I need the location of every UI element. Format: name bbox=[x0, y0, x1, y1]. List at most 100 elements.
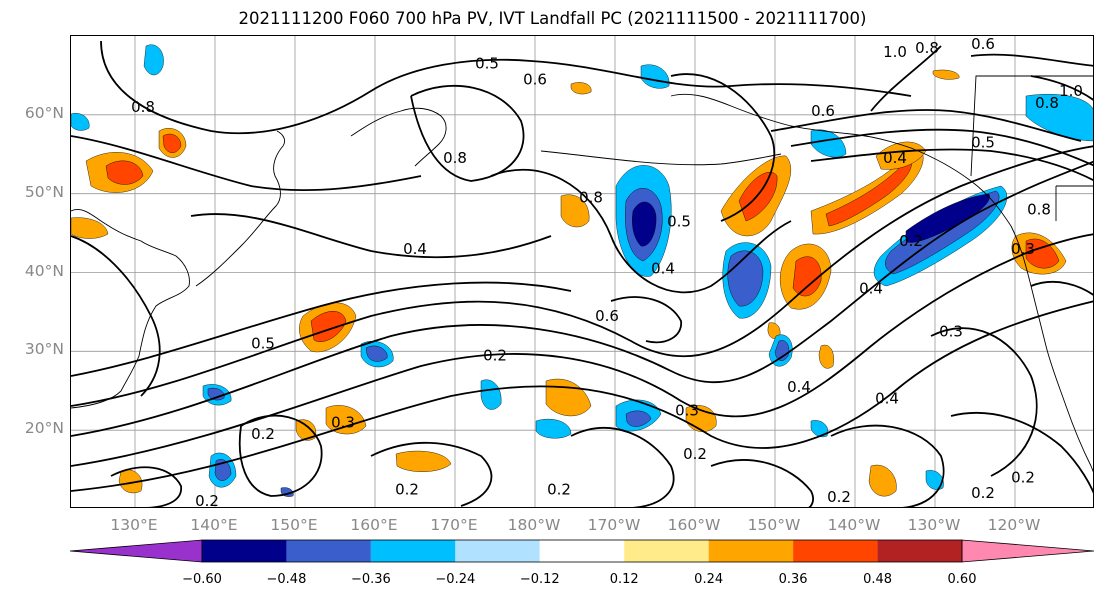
contour-label: 0.3 bbox=[939, 323, 963, 341]
positive-anomaly bbox=[295, 419, 317, 441]
pv-contour bbox=[71, 145, 1093, 407]
pv-contour bbox=[238, 414, 323, 497]
pv-contour bbox=[1030, 75, 1093, 101]
colorbar-bin bbox=[370, 540, 456, 562]
contour-label: 0.2 bbox=[1011, 468, 1035, 486]
latitude-label: 50°N bbox=[24, 182, 64, 201]
aleutian-coastline bbox=[540, 150, 782, 166]
contour-label: 0.2 bbox=[827, 488, 851, 506]
longitude-label: 160°E bbox=[350, 516, 398, 534]
contour-label: 0.8 bbox=[579, 189, 603, 207]
colorbar-bin bbox=[539, 540, 625, 562]
positive-anomaly bbox=[310, 311, 347, 342]
japan-coastline bbox=[195, 130, 286, 287]
colorbar-tick-label: −0.60 bbox=[182, 572, 222, 587]
colorbar-high-extend bbox=[961, 539, 1095, 563]
contour-label: 0.6 bbox=[523, 70, 547, 88]
contour-label: 0.4 bbox=[651, 260, 675, 278]
positive-anomaly bbox=[325, 405, 367, 435]
pv-contour bbox=[790, 128, 1093, 167]
positive-anomaly bbox=[868, 464, 897, 497]
longitude-label: 160°W bbox=[667, 516, 721, 534]
contour-label: 0.2 bbox=[483, 346, 507, 364]
pv-contour bbox=[71, 300, 1093, 492]
positive-anomaly bbox=[118, 469, 143, 494]
negative-anomaly bbox=[365, 345, 388, 362]
longitude-label: 140°E bbox=[190, 516, 238, 534]
colorbar-tick-label: 0.60 bbox=[947, 572, 977, 587]
latitude-label: 40°N bbox=[24, 261, 64, 280]
positive-anomaly bbox=[71, 217, 109, 239]
colorbar-tick-label: 0.24 bbox=[694, 572, 724, 587]
colorbar-tick-label: −0.12 bbox=[519, 572, 560, 587]
longitude-label: 130°W bbox=[907, 516, 961, 534]
pv-contour bbox=[950, 412, 1093, 494]
na-coastline bbox=[1010, 225, 1093, 473]
contour-label: 0.5 bbox=[667, 212, 691, 230]
contour-label: 0.2 bbox=[251, 425, 275, 443]
pv-contours bbox=[71, 40, 1093, 507]
pv-contour bbox=[410, 84, 525, 182]
contour-label: 0.5 bbox=[971, 133, 995, 151]
latitude-label: 20°N bbox=[24, 419, 64, 438]
negative-anomaly bbox=[480, 379, 502, 410]
colorbar-tick-label: 0.36 bbox=[778, 572, 808, 587]
colorbar-bin bbox=[877, 540, 962, 562]
colorbar-bin bbox=[708, 540, 794, 562]
negative-anomaly bbox=[71, 113, 90, 131]
colorbar-low-extend bbox=[69, 539, 203, 563]
pv-contour bbox=[190, 213, 552, 259]
contour-label: 0.2 bbox=[971, 484, 995, 502]
pv-contour bbox=[570, 427, 675, 507]
contour-label: 0.2 bbox=[195, 492, 219, 508]
pv-contour bbox=[1030, 281, 1093, 296]
contour-label: 0.4 bbox=[883, 149, 907, 167]
negative-anomaly bbox=[632, 201, 657, 247]
contour-label: 0.4 bbox=[859, 279, 883, 297]
negative-anomaly bbox=[143, 44, 164, 76]
negative-anomaly bbox=[810, 129, 847, 158]
longitude-label: 180°W bbox=[507, 516, 561, 534]
map-canvas: 0.5 0.6 0.8 0.8 0.8 0.4 0.5 0.4 0.6 0.5 0.2 0.3 0.2 0… bbox=[71, 36, 1093, 508]
contour-label: 0.8 bbox=[131, 98, 155, 116]
negative-anomaly bbox=[1025, 94, 1093, 142]
negative-anomaly bbox=[925, 470, 944, 490]
colorbar-tick-label: −0.36 bbox=[350, 572, 391, 587]
negative-anomaly bbox=[640, 64, 670, 89]
longitude-label: 120°W bbox=[987, 516, 1041, 534]
longitude-label: 170°W bbox=[587, 516, 641, 534]
positive-anomaly bbox=[162, 133, 182, 153]
contour-label: 0.4 bbox=[875, 390, 899, 408]
contour-label: 0.2 bbox=[683, 445, 707, 463]
contour-label: 0.5 bbox=[251, 334, 275, 352]
pv-contour bbox=[71, 135, 422, 192]
positive-anomaly bbox=[395, 450, 452, 472]
pv-contour bbox=[930, 327, 1038, 477]
positive-anomaly bbox=[570, 82, 592, 95]
contour-label: 0.8 bbox=[443, 149, 467, 167]
positive-anomaly bbox=[932, 69, 960, 80]
contour-label: 0.3 bbox=[675, 401, 699, 419]
pv-contour bbox=[490, 168, 792, 294]
pv-contour bbox=[870, 45, 942, 112]
colorbar-tick-label: 0.12 bbox=[609, 572, 639, 587]
positive-anomaly bbox=[818, 344, 834, 369]
contour-label: 0.6 bbox=[595, 307, 619, 325]
contour-label: 0.2 bbox=[547, 480, 571, 498]
pv-contour bbox=[670, 73, 776, 222]
pv-contour bbox=[810, 148, 1093, 182]
asia-coastline bbox=[71, 209, 190, 409]
alaska-coastline bbox=[670, 93, 1012, 227]
contour-label: 0.8 bbox=[1035, 94, 1059, 112]
pv-contour bbox=[100, 40, 912, 135]
coastlines bbox=[71, 75, 1093, 473]
negative-anomaly bbox=[625, 410, 652, 427]
contour-label: 0.2 bbox=[899, 232, 923, 250]
pv-contour bbox=[830, 424, 945, 507]
colorbar-bin bbox=[624, 540, 709, 562]
contour-label: 0.8 bbox=[1027, 200, 1051, 218]
kamchatka-coastline bbox=[350, 107, 447, 167]
pv-contour bbox=[710, 459, 814, 507]
negative-anomaly bbox=[810, 420, 829, 438]
pc-shading bbox=[71, 44, 1093, 497]
